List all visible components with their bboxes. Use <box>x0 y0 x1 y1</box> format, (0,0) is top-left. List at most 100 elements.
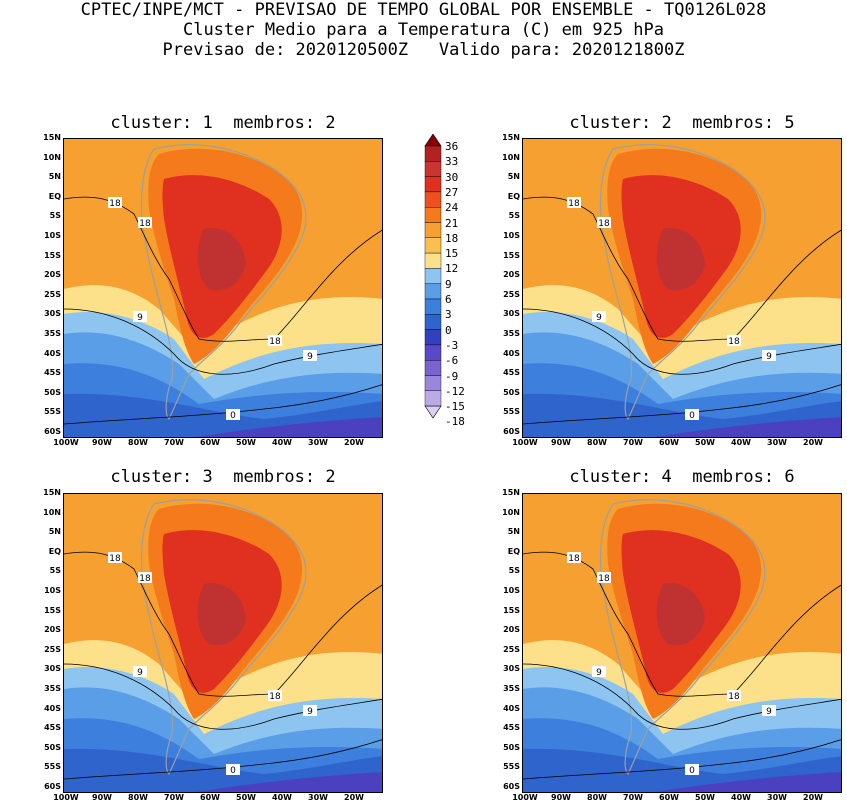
contour-label-bg <box>303 350 317 361</box>
colorbar-label: 33 <box>445 155 459 169</box>
lon-tick-label: 100W <box>53 438 79 447</box>
lat-tick-label: 5N <box>507 527 520 537</box>
lat-tick-label: 25S <box>44 289 61 299</box>
lon-tick-label: 50W <box>695 793 715 802</box>
lat-tick-label: 45S <box>44 368 61 378</box>
lat-tick-label: 45S <box>503 368 520 378</box>
lon-tick-label: 80W <box>587 438 607 447</box>
colorbar-label: 6 <box>445 293 452 306</box>
contour-label-bg <box>762 350 776 361</box>
colorbar-label: -3 <box>445 338 459 352</box>
lat-tick-label: 60S <box>44 782 61 791</box>
lon-tick-label: 50W <box>236 793 256 802</box>
contour-label-bg <box>567 552 581 563</box>
lat-tick-label: 15S <box>503 605 520 615</box>
lat-tick-label: 55S <box>503 762 520 772</box>
contour-label: 18 <box>598 219 610 229</box>
lon-tick-label: 30W <box>767 438 787 447</box>
lat-tick-label: EQ <box>507 546 520 556</box>
lat-tick-label: 15N <box>502 133 520 142</box>
contour-label: 0 <box>689 766 695 776</box>
contour-label: 18 <box>269 692 281 702</box>
lon-tick-label: 40W <box>272 793 292 802</box>
colorbar-label: -9 <box>445 369 459 383</box>
lat-tick-label: 30S <box>44 664 61 674</box>
lon-tick-label: 30W <box>308 438 328 447</box>
map-svg-1: 18 18 18 9 9 0 <box>64 139 382 437</box>
lat-tick-label: 20S <box>503 270 520 280</box>
lon-tick-label: 90W <box>92 793 112 802</box>
contour-label-bg <box>108 552 122 563</box>
contour-label: 9 <box>307 707 313 717</box>
contour-label: 0 <box>230 411 236 421</box>
lon-tick-label: 70W <box>623 793 643 802</box>
lat-tick-label: 45S <box>503 723 520 733</box>
lat-tick-label: 10S <box>44 231 61 240</box>
contour-label: 18 <box>568 554 580 564</box>
contour-label: 18 <box>728 692 740 702</box>
lon-tick-label: 20W <box>803 793 823 802</box>
lat-tick-label: 30S <box>44 309 61 319</box>
lat-tick-label: 5N <box>48 527 61 537</box>
lat-tick-label: 5S <box>49 566 61 576</box>
colorbar-label: 9 <box>445 277 452 291</box>
colorbar-label: 18 <box>445 231 459 245</box>
contour-18b <box>273 229 382 340</box>
contour-label-bg <box>138 217 152 228</box>
lat-tick-label: 50S <box>44 742 61 752</box>
contour-label: 18 <box>598 574 610 584</box>
lat-tick-label: 40S <box>44 348 61 358</box>
contour-label: 9 <box>596 313 602 323</box>
colorbar-swatch <box>424 298 442 315</box>
contour-label: 18 <box>269 337 281 347</box>
colorbar-label: 24 <box>445 201 459 215</box>
contour-0 <box>64 384 382 425</box>
coastline <box>599 144 766 421</box>
map-svg-4: 18 18 18 9 9 0 <box>523 494 841 792</box>
lat-tick-label: 20S <box>44 625 61 635</box>
band-cold <box>196 772 382 792</box>
lon-tick-label: 60W <box>659 438 679 447</box>
contour-18b <box>273 584 382 695</box>
coastline <box>140 144 307 421</box>
lat-tick-label: EQ <box>48 546 61 556</box>
colorbar-swatch <box>424 359 442 376</box>
lat-tick-label: 10S <box>503 586 520 595</box>
lat-tick-label: 10N <box>43 152 61 162</box>
colorbar-label: 36 <box>445 140 459 153</box>
contour-label: 18 <box>139 574 151 584</box>
lat-tick-label: 10S <box>503 231 520 240</box>
lat-tick-label: 35S <box>503 329 520 338</box>
lat-tick-label: 40S <box>503 703 520 713</box>
lat-tick-label: 30S <box>503 309 520 319</box>
contour-label-bg <box>138 572 152 583</box>
colorbar-swatch <box>424 390 442 407</box>
lat-tick-label: 25S <box>503 644 520 654</box>
lat-tick-label: EQ <box>507 191 520 201</box>
contour-label-bg <box>133 666 147 677</box>
lon-tick-label: 90W <box>92 438 112 447</box>
coastline <box>140 499 307 776</box>
title-line-2: Cluster Medio para a Temperatura (C) em … <box>182 20 665 40</box>
lon-tick-label: 60W <box>659 793 679 802</box>
contour-label: 18 <box>728 337 740 347</box>
lon-tick-label: 90W <box>551 438 571 447</box>
colorbar-label: 30 <box>445 170 459 184</box>
colorbar-swatch <box>424 206 442 223</box>
lat-tick-label: 5N <box>48 172 61 182</box>
lat-tick-label: 20S <box>503 625 520 635</box>
colorbar-swatch <box>424 191 442 208</box>
colorbar-label: 3 <box>445 308 452 322</box>
contour-label: 18 <box>139 219 151 229</box>
contour-label-bg <box>567 197 581 208</box>
contour-label-bg <box>597 217 611 228</box>
lat-tick-label: 5S <box>508 211 520 221</box>
lat-tick-label: 10S <box>44 586 61 595</box>
lat-tick-label: 15S <box>44 605 61 615</box>
colorbar-swatch <box>424 237 442 254</box>
contour-label-bg <box>685 764 699 775</box>
lat-tick-label: 60S <box>503 427 520 436</box>
lat-tick-label: 35S <box>44 684 61 693</box>
colorbar-swatch <box>424 344 442 361</box>
lat-tick-label: 15N <box>43 488 61 497</box>
